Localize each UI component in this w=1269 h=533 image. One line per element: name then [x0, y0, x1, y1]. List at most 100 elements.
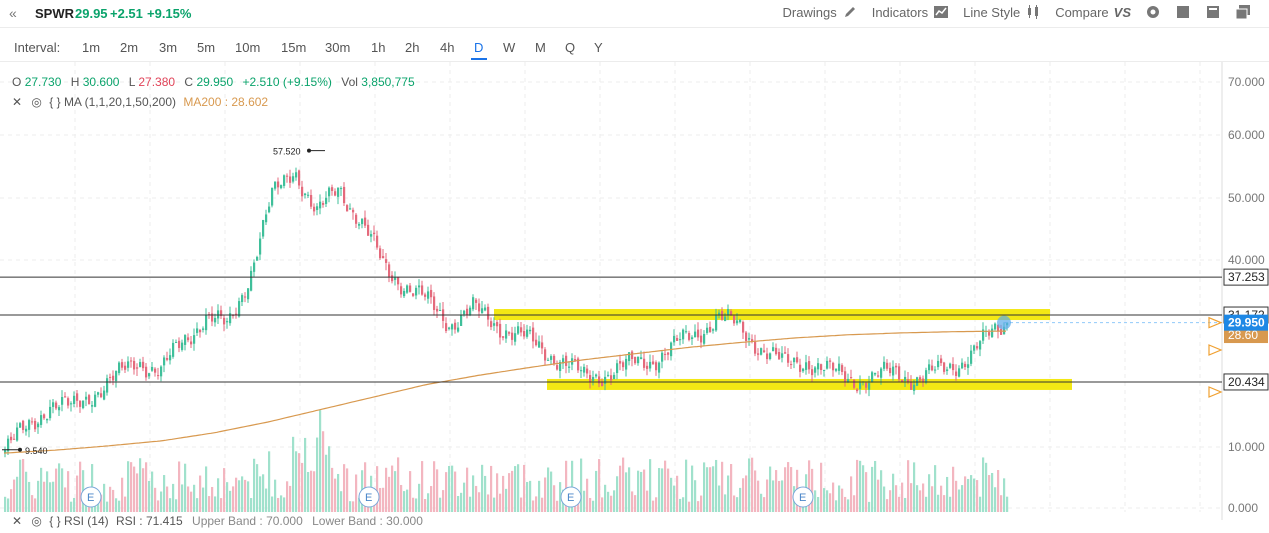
volume-bar [973, 478, 976, 512]
volume-bar [46, 471, 49, 512]
volume-bar [358, 497, 361, 512]
volume-bar [322, 431, 325, 512]
interval-2h[interactable]: 2h [405, 40, 420, 55]
high-marker-dot [307, 148, 311, 153]
volume-bar [1006, 496, 1009, 512]
volume-bar [493, 497, 496, 512]
candle-body [451, 324, 454, 330]
interval-1h[interactable]: 1h [371, 40, 386, 55]
interval-d[interactable]: D [474, 40, 484, 55]
visibility-eye-icon[interactable]: ◎ [31, 95, 42, 109]
interval-q[interactable]: Q [565, 40, 576, 55]
interval-3m[interactable]: 3m [159, 40, 178, 55]
candle-body [157, 375, 160, 377]
candle-body [763, 350, 766, 353]
volume-bar [610, 495, 613, 512]
volume-bar [154, 487, 157, 512]
settings-braces-icon[interactable]: { } [49, 95, 61, 109]
volume-bar [115, 498, 118, 512]
alert-triangle-icon[interactable] [1208, 316, 1223, 329]
earnings-marker[interactable] [560, 486, 582, 508]
interval-bar: Interval: 1m 2m 3m 5m 10m 15m 30m 1h 2h … [0, 33, 1269, 62]
volume-bar [409, 471, 412, 512]
volume-bar [49, 482, 52, 512]
volume-bar [484, 475, 487, 512]
candle-body [328, 187, 331, 197]
interval-2m[interactable]: 2m [120, 40, 139, 55]
interval-4h[interactable]: 4h [440, 40, 455, 55]
interval-y[interactable]: Y [594, 40, 603, 55]
price-change-pct: +9.15% [147, 6, 192, 21]
candle-body [118, 362, 121, 374]
candle-body [280, 185, 283, 189]
candle-body [664, 353, 667, 355]
line-style-button[interactable]: Line Style [963, 4, 1041, 20]
earnings-marker[interactable] [792, 486, 814, 508]
symbol-name[interactable]: SPWR [35, 6, 74, 21]
volume-bar [148, 480, 151, 512]
candle-body [163, 357, 166, 366]
interval-5m[interactable]: 5m [197, 40, 216, 55]
rsi-settings-braces-icon[interactable]: { } [49, 514, 61, 528]
interval-10m[interactable]: 10m [235, 40, 261, 55]
hline-tag[interactable] [1223, 268, 1269, 286]
remove-rsi-icon[interactable]: ✕ [12, 514, 23, 528]
interval-m[interactable]: M [535, 40, 546, 55]
candle-body [448, 327, 451, 329]
interval-15m[interactable]: 15m [281, 40, 307, 55]
candle-body [130, 360, 133, 362]
candle-body [382, 256, 385, 259]
candle-body [703, 333, 706, 344]
candle-body [370, 234, 373, 237]
candle-body [475, 299, 478, 303]
volume-bar [922, 483, 925, 512]
volume-bar [391, 465, 394, 512]
alert-triangle-icon[interactable] [1208, 386, 1223, 398]
fullscreen-icon[interactable] [1205, 4, 1221, 20]
rsi-upper-band: Upper Band : 70.000 [192, 514, 303, 528]
volume-bar [538, 480, 541, 512]
volume-bar [424, 499, 427, 512]
remove-ma-icon[interactable]: ✕ [12, 95, 23, 109]
interval-30m[interactable]: 30m [325, 40, 351, 55]
settings-gear-icon[interactable] [1145, 4, 1161, 20]
collapse-icon[interactable]: « [9, 5, 17, 21]
volume-bar [754, 470, 757, 512]
volume-bar [646, 490, 649, 512]
volume-bar [298, 453, 301, 512]
hline-tag[interactable] [1223, 373, 1269, 391]
volume-bar [604, 484, 607, 512]
interval-w[interactable]: W [503, 40, 516, 55]
volume-bar [211, 486, 214, 512]
volume-bar [883, 486, 886, 512]
volume-bar [727, 475, 730, 512]
candle-body [802, 368, 805, 372]
volume-bar [547, 467, 550, 512]
compare-button[interactable]: Compare VS [1055, 5, 1131, 20]
volume-bar [628, 467, 631, 512]
volume-bar [244, 479, 247, 512]
indicators-button[interactable]: Indicators [872, 4, 949, 20]
volume-bar [934, 465, 937, 512]
volume-bar [958, 489, 961, 512]
rsi-visibility-eye-icon[interactable]: ◎ [31, 514, 42, 528]
volume-bar [559, 482, 562, 512]
drawings-button[interactable]: Drawings [783, 4, 858, 20]
volume-bar [223, 468, 226, 512]
square-icon[interactable] [1175, 4, 1191, 20]
alert-triangle-icon[interactable] [1208, 344, 1223, 356]
volume-bar [451, 465, 454, 512]
volume-bar [73, 497, 76, 512]
volume-bar [253, 458, 256, 512]
earnings-marker[interactable] [358, 486, 380, 508]
volume-bar [499, 493, 502, 512]
earnings-marker[interactable] [80, 486, 102, 508]
interval-1m[interactable]: 1m [82, 40, 101, 55]
popout-window-icon[interactable] [1235, 4, 1251, 20]
volume-bar [910, 483, 913, 512]
compare-vs-logo: VS [1113, 4, 1131, 20]
price-tick-label: 40.000 [1228, 253, 1265, 267]
candle-body [991, 328, 994, 338]
earnings-marker-label: E [365, 492, 372, 504]
